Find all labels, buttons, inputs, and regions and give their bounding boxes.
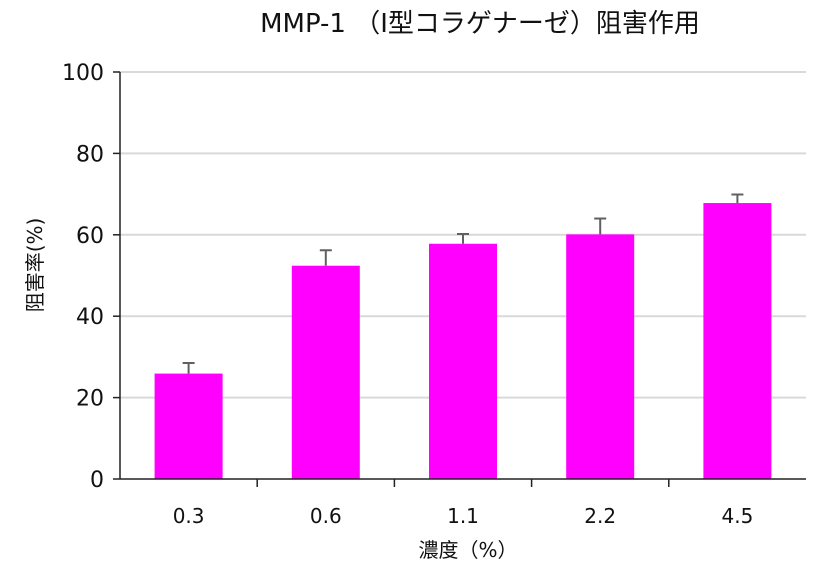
chart-title: MMP-1 （Ⅰ型コラゲナーゼ）阻害作用 <box>260 9 700 39</box>
x-tick-label: 0.6 <box>310 504 342 528</box>
bar <box>291 265 360 479</box>
y-tick-label: 60 <box>76 224 104 249</box>
x-tick-label: 0.3 <box>173 504 205 528</box>
x-tick-label: 4.5 <box>721 504 753 528</box>
y-tick-label: 0 <box>90 468 104 493</box>
x-tick-label: 2.2 <box>584 504 616 528</box>
y-tick-label: 80 <box>76 142 104 167</box>
bar <box>429 243 497 479</box>
x-tick-label: 1.1 <box>447 504 479 528</box>
y-axis-label: 阻害率(%) <box>23 218 47 313</box>
bar <box>154 373 223 479</box>
y-tick-label: 20 <box>76 387 104 412</box>
x-axis-label: 濃度（%） <box>418 538 517 562</box>
y-tick-label: 40 <box>76 305 104 330</box>
y-tick-label: 100 <box>62 61 104 86</box>
bar <box>703 203 772 479</box>
bar <box>566 234 635 479</box>
